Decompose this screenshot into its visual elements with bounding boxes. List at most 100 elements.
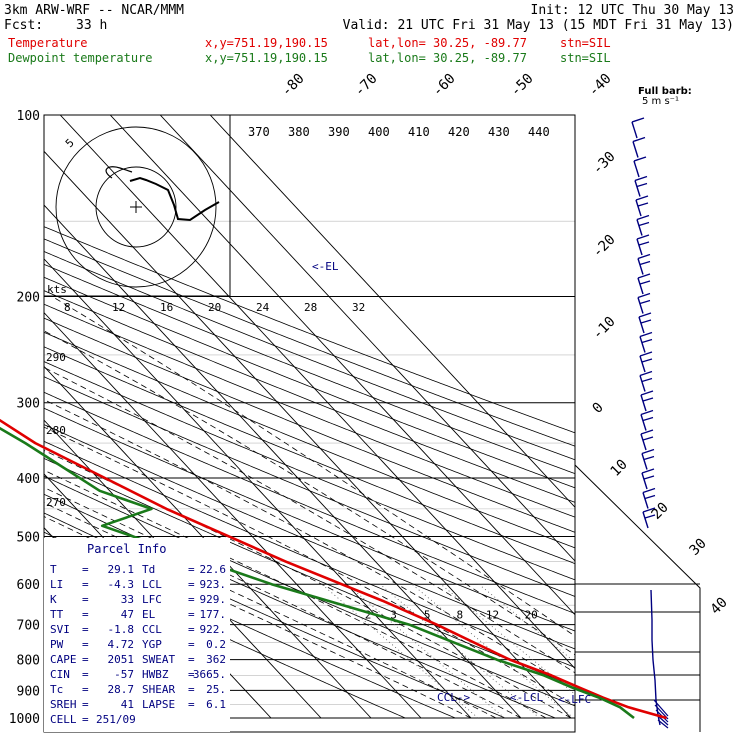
parcel-row-eq: = bbox=[82, 653, 89, 666]
legend-temperature-stn: stn=SIL bbox=[560, 36, 611, 50]
valid-time: Valid: 21 UTC Fri 31 May 13 (15 MDT Fri … bbox=[342, 18, 734, 33]
forecast-label: Fcst: bbox=[4, 18, 44, 33]
wind-barb-flag bbox=[639, 331, 653, 338]
wind-barb-flag bbox=[631, 117, 645, 123]
parcel-row-value: -4.3 bbox=[108, 578, 135, 591]
barb-panel-edge bbox=[574, 464, 701, 732]
wind-barb bbox=[637, 297, 644, 314]
wind-barb-flag bbox=[640, 429, 654, 435]
dry-adiabat bbox=[44, 424, 575, 650]
wind-barb bbox=[642, 511, 649, 529]
barb-title-line2: 5 m s⁻¹ bbox=[642, 96, 679, 107]
dry-adiabat bbox=[44, 457, 575, 687]
wind-barb bbox=[637, 277, 644, 295]
parcel-row-eq: = bbox=[82, 578, 89, 591]
parcel-row-label: PW bbox=[50, 638, 64, 651]
moist-adiabat bbox=[44, 469, 547, 719]
parcel-row-label: SWEAT bbox=[142, 653, 175, 666]
wind-barb-flag bbox=[637, 273, 651, 279]
adiabat-label-280: 280 bbox=[46, 424, 66, 437]
dry-adiabat bbox=[44, 290, 575, 503]
theta-label: 370 bbox=[248, 125, 270, 139]
isotherm-label: 40 bbox=[708, 595, 731, 618]
theta-label: 440 bbox=[528, 125, 550, 139]
isotherm-label: -30 bbox=[590, 149, 619, 178]
legend-dewpoint-latlon: lat,lon= 30.25, -89.77 bbox=[368, 51, 527, 65]
moist-adiabat bbox=[44, 330, 575, 656]
wind-barb-flag bbox=[632, 136, 646, 143]
parcel-info-box: Parcel Info T = 29.1 Td = 22.6 LI = -4.3 LCL = 923.… bbox=[44, 538, 230, 732]
model-title: 3km ARW-WRF -- NCAR/MMM bbox=[4, 3, 185, 18]
legend-temperature-latlon: lat,lon= 30.25, -89.77 bbox=[368, 36, 527, 50]
legend-temperature-xy: x,y=751.19,190.15 bbox=[205, 36, 328, 50]
isotherm-label: 30 bbox=[687, 536, 710, 559]
wind-barb-flag bbox=[643, 475, 655, 480]
moist-adiabat bbox=[44, 502, 497, 719]
wind-barb bbox=[641, 472, 648, 490]
wind-barb bbox=[640, 433, 647, 451]
hodograph-frame bbox=[43, 114, 231, 297]
hodograph-speed-label: 8 bbox=[64, 301, 71, 314]
barb-title-line1: Full barb: bbox=[638, 86, 692, 97]
parcel-row-value: 28.7 bbox=[108, 683, 135, 696]
parcel-row-eq: = bbox=[82, 713, 89, 726]
pressure-tick-label: 500 bbox=[17, 530, 40, 545]
wind-barb bbox=[633, 160, 640, 178]
parcel-row-value: 6.1 bbox=[206, 698, 226, 711]
parcel-row-value: 33 bbox=[121, 593, 134, 606]
parcel-row-eq: = bbox=[188, 638, 195, 651]
parcel-row-value: 922. bbox=[200, 623, 227, 636]
parcel-row-label: Td bbox=[142, 563, 155, 576]
parcel-row-value: 0.2 bbox=[206, 638, 226, 651]
isotherm-label: 20 bbox=[649, 500, 672, 523]
wind-barb-flag bbox=[639, 299, 651, 305]
legend-dewpoint-stn: stn=SIL bbox=[560, 51, 611, 65]
mixing-ratio-label: 12 bbox=[486, 609, 499, 622]
isotherm bbox=[209, 115, 575, 508]
forecast-hours: 33 h bbox=[76, 18, 108, 33]
wind-barb-flag bbox=[642, 436, 654, 441]
theta-label: 410 bbox=[408, 125, 430, 139]
wind-barb bbox=[639, 336, 646, 353]
parcel-row-value: 362 bbox=[206, 653, 226, 666]
wind-barb bbox=[639, 375, 646, 392]
wind-barb bbox=[631, 121, 638, 139]
isotherm-label: -50 bbox=[508, 71, 537, 100]
hodograph-speed-label: 12 bbox=[112, 301, 125, 314]
wind-barb bbox=[637, 258, 644, 275]
theta-label: 380 bbox=[288, 125, 310, 139]
parcel-row-label: T bbox=[50, 563, 57, 576]
parcel-row-label: K bbox=[50, 593, 57, 606]
mixing-ratio-label: 8 bbox=[456, 609, 463, 622]
dry-adiabat bbox=[44, 276, 575, 489]
parcel-row-label: HWBZ bbox=[142, 668, 169, 681]
isotherm-label: -70 bbox=[352, 71, 381, 100]
pressure-tick-label: 400 bbox=[17, 472, 40, 487]
adiabat-label-290: 290 bbox=[46, 351, 66, 364]
isotherm-label: -20 bbox=[590, 232, 619, 261]
wind-barb-flag bbox=[638, 221, 650, 227]
parcel-row-label: EL bbox=[142, 608, 156, 621]
wind-barb-flag bbox=[639, 351, 653, 357]
parcel-row-label: YGP bbox=[142, 638, 162, 651]
wind-barb bbox=[634, 180, 641, 197]
pressure-tick-label: 1000 bbox=[9, 712, 40, 727]
parcel-row-label: CIN bbox=[50, 668, 70, 681]
parcel-row-label: LCL bbox=[142, 578, 162, 591]
parcel-row-eq: = bbox=[188, 563, 195, 576]
parcel-cell-label: CELL bbox=[50, 713, 77, 726]
wind-barb bbox=[653, 699, 669, 717]
legend-dewpoint-xy: x,y=751.19,190.15 bbox=[205, 51, 328, 65]
wind-barb-flag bbox=[642, 507, 656, 513]
theta-label: 390 bbox=[328, 125, 350, 139]
dry-adiabat bbox=[44, 475, 575, 707]
parcel-row-eq: = bbox=[188, 593, 195, 606]
dry-adiabat bbox=[44, 376, 575, 597]
isotherm bbox=[44, 311, 422, 719]
moist-adiabat bbox=[44, 487, 522, 719]
wind-barb-flag bbox=[639, 260, 651, 266]
mixing-ratio-line bbox=[440, 583, 575, 695]
dry-adiabat bbox=[44, 226, 575, 434]
wind-barb-flag bbox=[641, 468, 655, 474]
